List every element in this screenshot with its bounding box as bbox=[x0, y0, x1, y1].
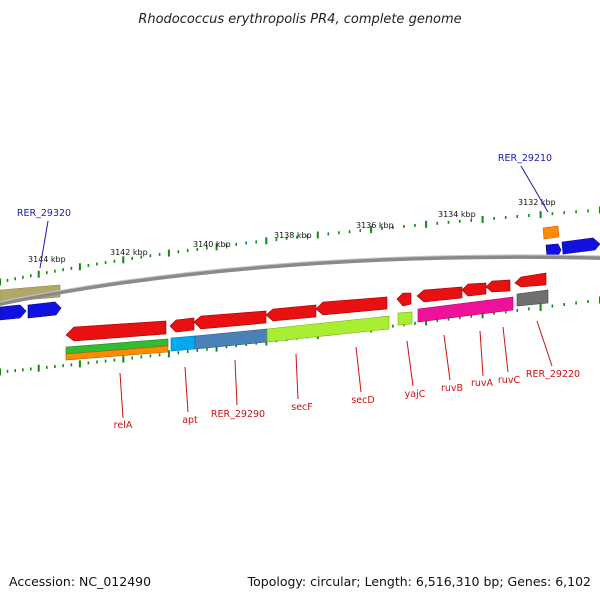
gene-apt-cds[interactable] bbox=[169, 317, 195, 333]
genome-backbone bbox=[0, 254, 600, 307]
red-leader-lines bbox=[119, 320, 553, 419]
label-rer-29220[interactable]: RER_29220 bbox=[526, 369, 580, 380]
genome-summary-text: Topology: circular; Length: 6,516,310 bp… bbox=[247, 574, 591, 589]
label-ruva[interactable]: ruvA bbox=[471, 378, 494, 389]
secf-secd-lime-track bbox=[266, 315, 390, 343]
ruv-magenta-track bbox=[417, 296, 514, 323]
gene-rer-29320-arrow[interactable] bbox=[0, 284, 61, 303]
blue-leader-lines bbox=[39, 165, 549, 269]
label-rer-29320[interactable]: RER_29320 bbox=[17, 208, 71, 219]
forward-cds-2[interactable] bbox=[27, 301, 62, 319]
label-secd[interactable]: secD bbox=[351, 395, 374, 406]
label-rer-29210[interactable]: RER_29210 bbox=[498, 153, 552, 164]
apt-cyan-track bbox=[170, 335, 196, 352]
scale-label-3140: 3140 kbp bbox=[193, 240, 231, 249]
gene-secd-cds[interactable] bbox=[315, 296, 388, 316]
gene-ruvb-cds[interactable] bbox=[416, 286, 463, 303]
label-rer-29290[interactable]: RER_29290 bbox=[211, 409, 265, 420]
scale-label-3136: 3136 kbp bbox=[356, 221, 394, 230]
yajc-lime-track bbox=[397, 311, 413, 326]
scale-label-3132: 3132 kbp bbox=[518, 198, 556, 207]
gene-rela-cds[interactable] bbox=[65, 320, 167, 342]
gene-yajc-cds[interactable] bbox=[396, 292, 412, 307]
relA-orange-track bbox=[65, 345, 169, 361]
scale-label-3134: 3134 kbp bbox=[438, 210, 476, 219]
scale-label-3144: 3144 kbp bbox=[28, 255, 66, 264]
forward-cds-4[interactable] bbox=[561, 237, 600, 255]
gene-ruva-cds[interactable] bbox=[461, 282, 487, 297]
label-apt[interactable]: apt bbox=[182, 415, 198, 426]
map-title: Rhodococcus erythropolis PR4, complete g… bbox=[138, 12, 461, 27]
label-ruvc[interactable]: ruvC bbox=[498, 375, 521, 386]
label-yajc[interactable]: yajC bbox=[405, 389, 426, 400]
gene-rer-29290-cds[interactable] bbox=[193, 310, 267, 330]
outer-tick-ring bbox=[0, 206, 600, 286]
forward-cds-1[interactable] bbox=[0, 304, 27, 321]
rer-29220-gray-track bbox=[516, 289, 549, 307]
gene-rer-29220-cds[interactable] bbox=[514, 272, 547, 288]
gene-secf-cds[interactable] bbox=[265, 304, 317, 322]
scale-label-3142: 3142 kbp bbox=[110, 248, 148, 257]
accession-text: Accession: NC_012490 bbox=[9, 574, 151, 589]
rer-29290-steelblue-track bbox=[194, 328, 268, 350]
label-ruvb[interactable]: ruvB bbox=[441, 383, 463, 394]
gene-rer-29210-arrow[interactable] bbox=[542, 225, 560, 240]
label-rela[interactable]: relA bbox=[114, 420, 133, 431]
scale-label-3138: 3138 kbp bbox=[274, 231, 312, 240]
genome-backbone-highlight bbox=[0, 254, 600, 303]
label-secf[interactable]: secF bbox=[291, 402, 312, 413]
gene-ruvc-cds[interactable] bbox=[485, 279, 511, 293]
